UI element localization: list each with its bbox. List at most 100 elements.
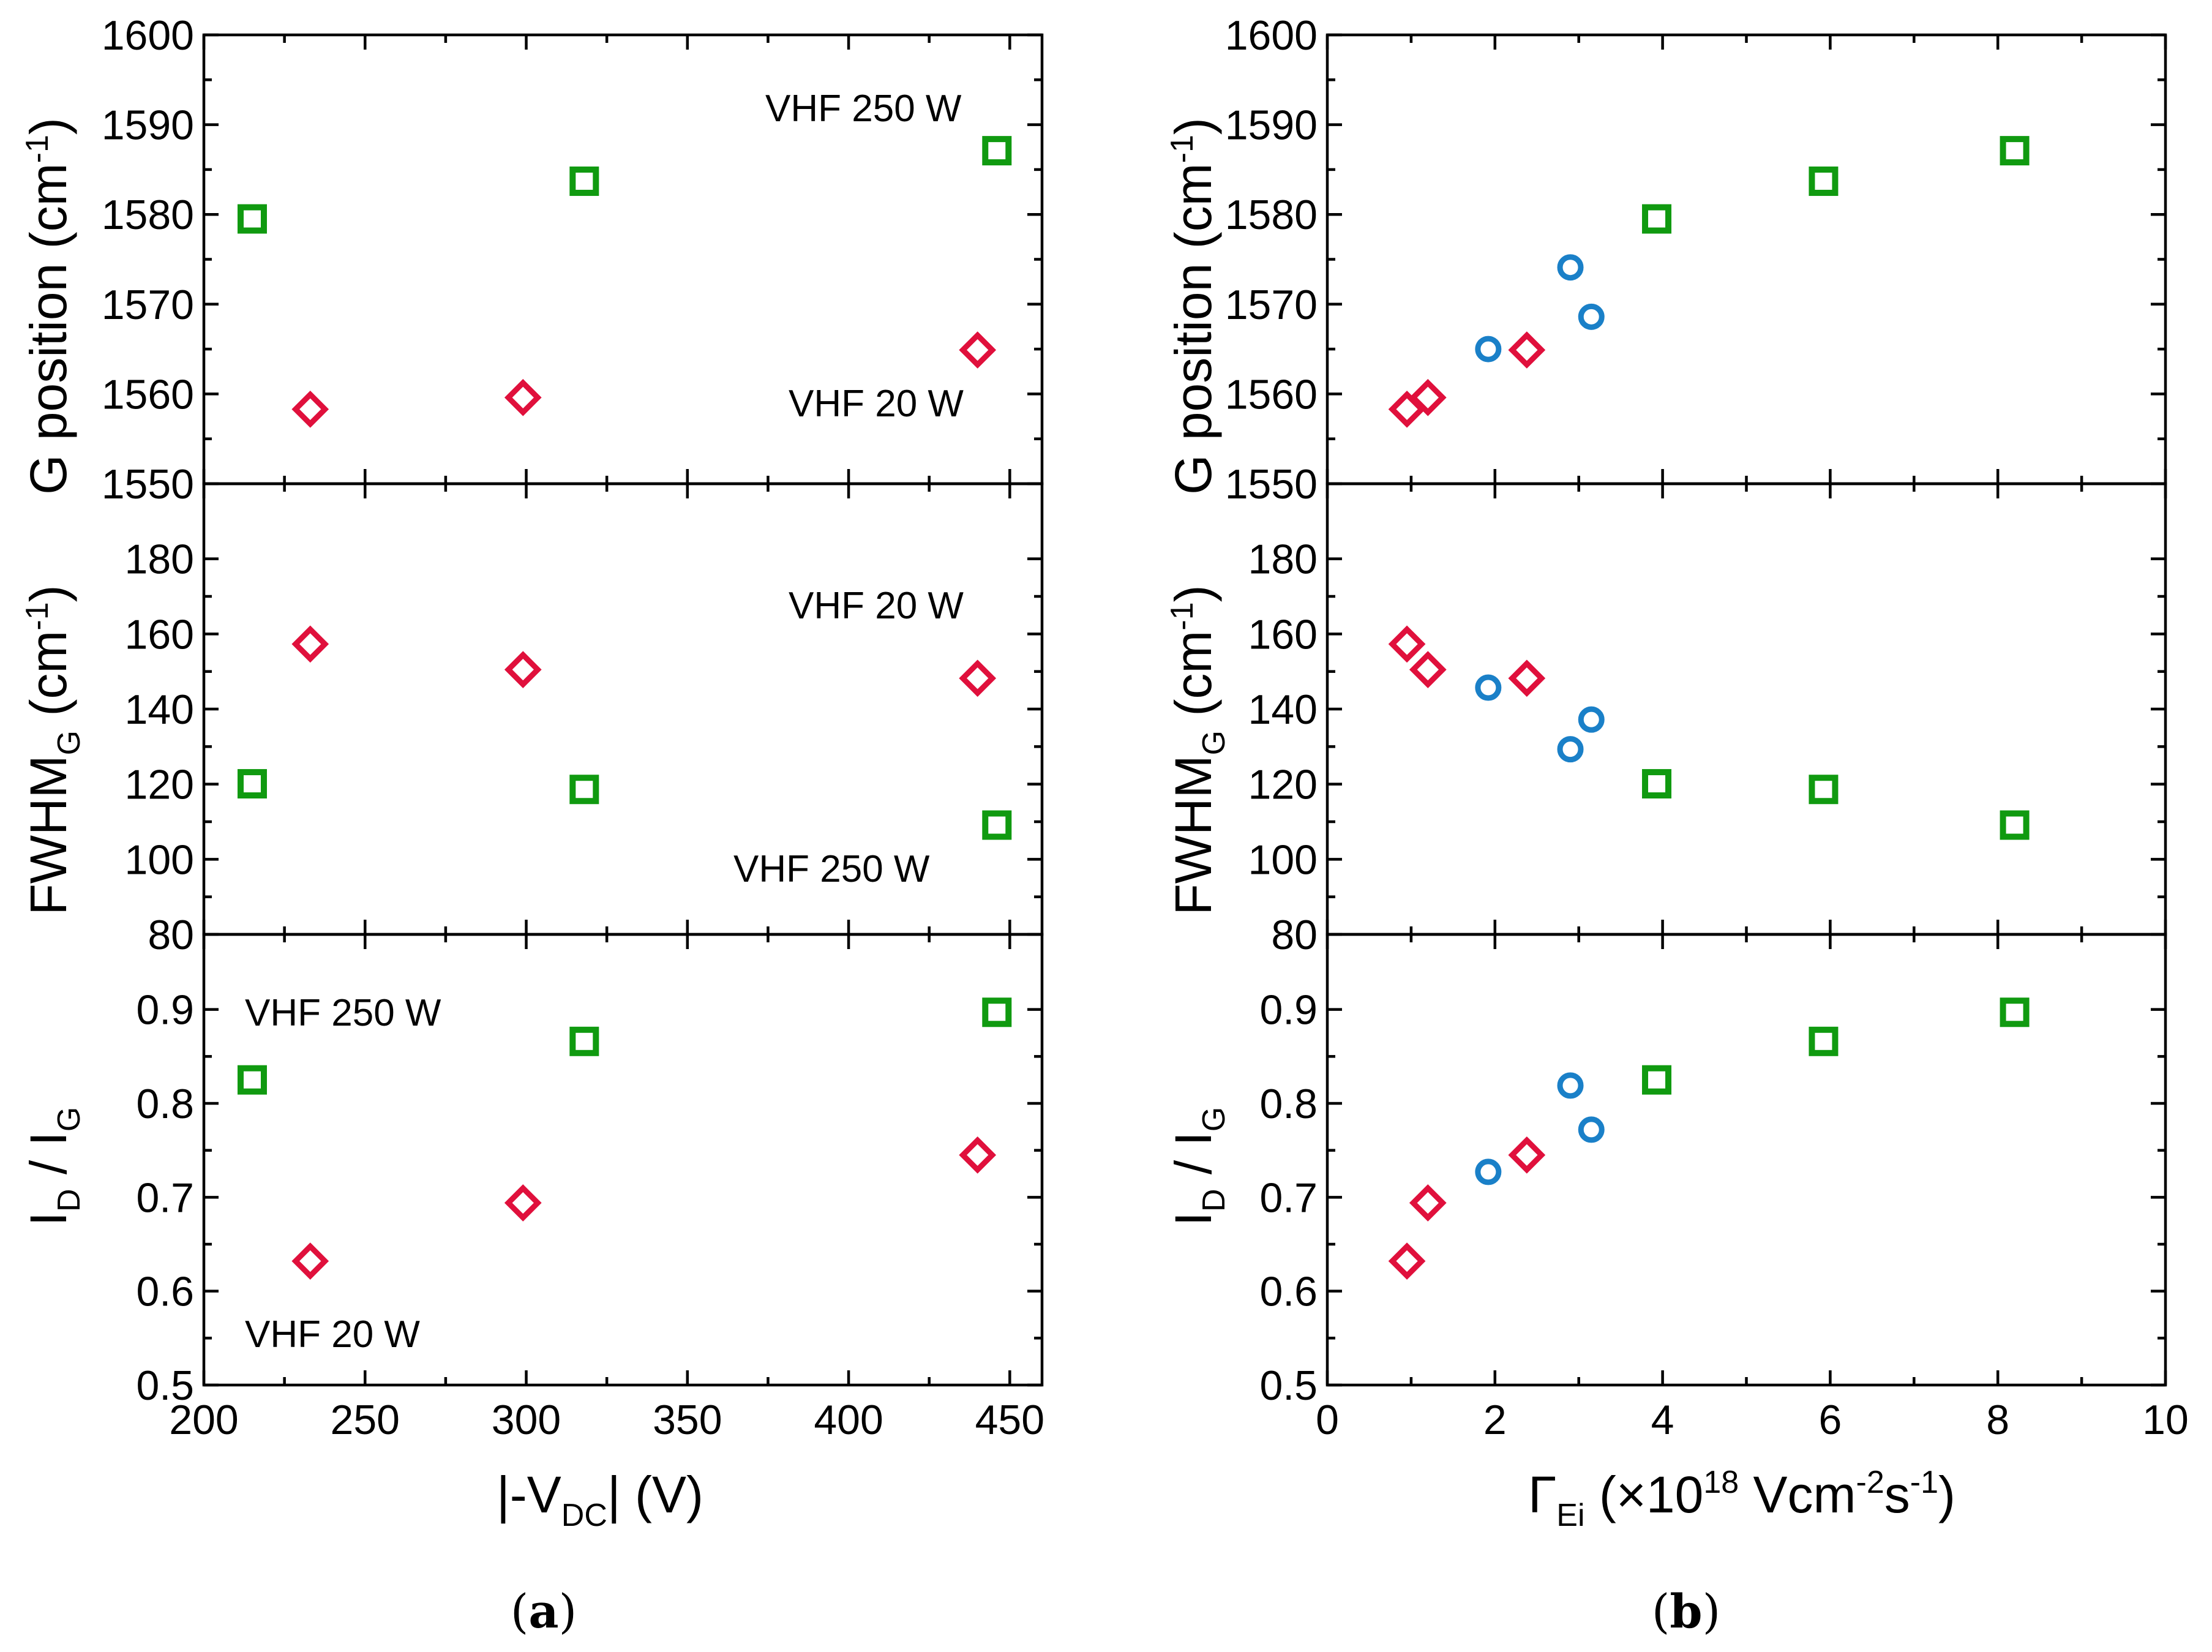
left-row1-point-square (982, 136, 1012, 166)
right-row3-point-diamond (1388, 1242, 1426, 1280)
left-row3-ylabel: ID / IG (20, 1107, 87, 1226)
right-row2-point-diamond (1508, 659, 1546, 697)
left-row1-ytick-label: 1560 (102, 371, 194, 418)
right-row3-frame (1325, 933, 2167, 1387)
right-row1-ytick-label: 1560 (1225, 371, 1318, 418)
left-row2-ytick-label: 80 (148, 912, 194, 958)
left-row3-ytick-label: 0.7 (136, 1174, 194, 1221)
panel-label-b: (b) (1652, 1584, 1720, 1639)
left-xtick-label: 450 (975, 1397, 1044, 1443)
left-row3-frame (202, 933, 1044, 1387)
right-row2-ylabel: FWHMG (cm-1) (1164, 585, 1232, 915)
left-row3-point-diamond (959, 1136, 997, 1174)
left-xtick-label: 200 (169, 1397, 238, 1443)
right-xtick-label: 8 (1986, 1397, 2009, 1443)
right-row2-point-circle (1578, 706, 1605, 733)
left-xtick-label: 300 (492, 1397, 561, 1443)
right-row2-point-circle (1475, 674, 1502, 701)
right-row1-point-square (2000, 136, 2030, 166)
right-xtick-label: 2 (1483, 1397, 1507, 1443)
right-xtick-label: 6 (1818, 1397, 1842, 1443)
right-row3-point-diamond (1409, 1184, 1447, 1222)
left-row1-point-diamond (959, 331, 997, 369)
right-row3-point-circle (1557, 1072, 1584, 1099)
annotation-ratio-20: VHF 20 W (245, 1313, 420, 1356)
left-row1-ytick-label: 1600 (102, 12, 194, 59)
right-row3-point-circle (1475, 1158, 1502, 1185)
right-row1-ytick-label: 1550 (1225, 461, 1318, 508)
right-row1-point-circle (1578, 303, 1605, 330)
left-row2-point-diamond (504, 651, 542, 688)
left-row1-point-diamond (291, 390, 329, 428)
left-xtick-label: 250 (331, 1397, 400, 1443)
left-row3-ytick-label: 0.8 (136, 1081, 194, 1127)
left-row1-point-diamond (504, 378, 542, 416)
left-xlabel: |-VDC| (V) (497, 1466, 703, 1533)
right-row2-point-circle (1557, 736, 1584, 763)
panel-label-a: (a) (511, 1584, 577, 1639)
right-xlabel: ΓEi (×1018 Vcm-2s-1) (1528, 1465, 1955, 1533)
right-xtick-label: 0 (1316, 1397, 1339, 1443)
left-row3-ytick-label: 0.9 (136, 987, 194, 1034)
right-row3-ylabel: ID / IG (1164, 1107, 1232, 1226)
left-row2-ytick-label: 120 (125, 762, 194, 808)
right-xtick-label: 4 (1651, 1397, 1674, 1443)
left-xtick-label: 350 (653, 1397, 722, 1443)
annotation-gpos-20: VHF 20 W (789, 383, 964, 425)
left-row1-ylabel: G position (cm-1) (20, 118, 77, 495)
right-xtick-label: 10 (2142, 1397, 2189, 1443)
left-row2-point-square (982, 810, 1012, 840)
right-row1-ytick-label: 1580 (1225, 192, 1318, 238)
left-row1-ytick-label: 1570 (102, 282, 194, 328)
left-row1-ytick-label: 1550 (102, 461, 194, 508)
right-row3-ytick-label: 0.5 (1259, 1362, 1318, 1409)
left-row2-ytick-label: 160 (125, 611, 194, 658)
right-row2-point-diamond (1388, 625, 1426, 663)
right-row2-ytick-label: 80 (1271, 912, 1318, 958)
right-row1-point-diamond (1409, 378, 1447, 416)
right-row1-ylabel: G position (cm-1) (1164, 118, 1222, 495)
right-row3-point-square (2000, 997, 2030, 1027)
annotation-gpos-250: VHF 250 W (765, 88, 962, 130)
right-row1-point-square (1809, 166, 1839, 196)
right-row2-ytick-label: 140 (1248, 686, 1318, 733)
right-row3-ytick-label: 0.9 (1259, 987, 1318, 1034)
left-row2-point-square (237, 769, 267, 799)
left-row3-ytick-label: 0.6 (136, 1269, 194, 1315)
left-row3-point-square (569, 1026, 599, 1056)
left-row3-point-square (237, 1065, 267, 1095)
right-row3-point-square (1809, 1026, 1839, 1056)
left-row2-ylabel: FWHMG (cm-1) (20, 585, 87, 915)
right-row1-ytick-label: 1590 (1225, 102, 1318, 149)
annotation-fwhm-250: VHF 250 W (733, 848, 930, 890)
right-row1-point-square (1642, 204, 1672, 234)
left-row3-point-diamond (504, 1184, 542, 1222)
right-row2-ytick-label: 100 (1248, 836, 1318, 883)
right-row2-point-square (1642, 769, 1672, 799)
left-row3-point-diamond (291, 1242, 329, 1280)
left-xtick-label: 400 (814, 1397, 883, 1443)
left-row2-ytick-label: 140 (125, 686, 194, 733)
right-row1-frame (1325, 33, 2167, 486)
right-row2-point-square (1809, 775, 1839, 805)
right-row1-ytick-label: 1600 (1225, 12, 1318, 59)
left-row2-point-diamond (291, 625, 329, 663)
left-row2-point-diamond (959, 659, 997, 697)
left-row1-point-square (237, 204, 267, 234)
annotation-fwhm-20: VHF 20 W (789, 585, 964, 627)
right-row2-point-square (2000, 810, 2030, 840)
right-row1-point-circle (1557, 254, 1584, 281)
left-row3-point-square (982, 997, 1012, 1027)
right-row3-ytick-label: 0.6 (1259, 1269, 1318, 1315)
left-row3-ytick-label: 0.5 (136, 1362, 194, 1409)
annotation-ratio-250: VHF 250 W (245, 992, 441, 1034)
right-row2-ytick-label: 120 (1248, 762, 1318, 808)
right-row2-ytick-label: 180 (1248, 536, 1318, 583)
left-row2-ytick-label: 100 (125, 836, 194, 883)
left-row1-ytick-label: 1590 (102, 102, 194, 149)
left-row1-point-square (569, 166, 599, 196)
right-row1-ytick-label: 1570 (1225, 282, 1318, 328)
left-row2-ytick-label: 180 (125, 536, 194, 583)
left-row2-point-square (569, 775, 599, 805)
